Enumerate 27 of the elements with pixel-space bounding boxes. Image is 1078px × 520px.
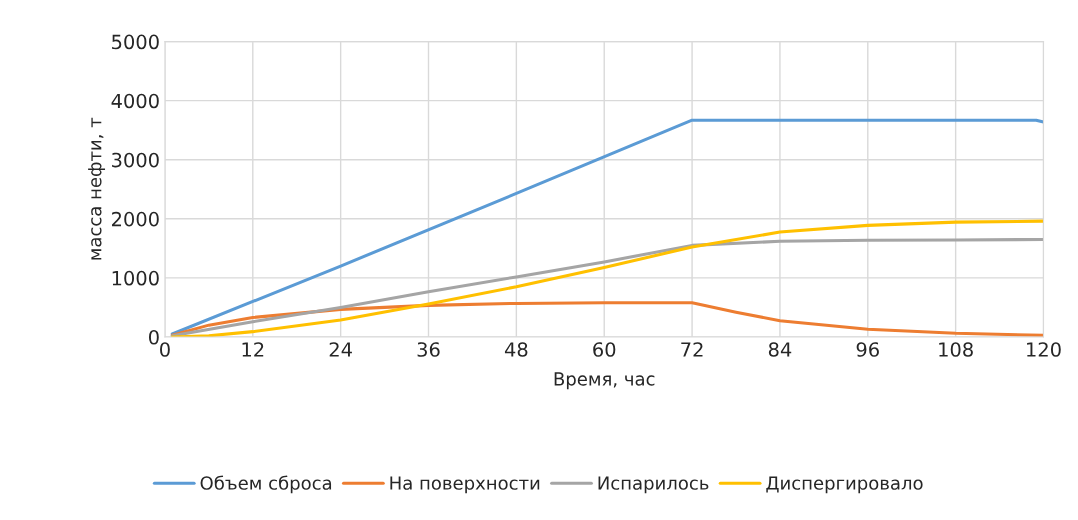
legend-label: Испарилось bbox=[598, 476, 709, 494]
line-series bbox=[170, 237, 1044, 337]
x-tick-label: 108 bbox=[939, 342, 973, 357]
y-tick-label: 4000 bbox=[111, 93, 159, 109]
x-tick-label: 12 bbox=[242, 342, 264, 357]
legend-label: Объем сброса bbox=[200, 475, 332, 494]
y-tick-label: 3000 bbox=[112, 152, 159, 168]
x-tick-label: 0 bbox=[160, 342, 170, 357]
x-tick-label: 24 bbox=[329, 342, 352, 357]
x-axis-title: Время, час bbox=[554, 372, 655, 390]
line-series bbox=[170, 118, 1044, 336]
x-tick-label: 84 bbox=[768, 342, 792, 357]
legend-label: Диспергировало bbox=[766, 476, 923, 494]
y-tick-label: 2000 bbox=[112, 211, 159, 227]
x-tick-label: 60 bbox=[593, 342, 616, 357]
line-series bbox=[170, 219, 1044, 337]
x-tick-label: 96 bbox=[856, 342, 879, 357]
x-tick-label: 120 bbox=[1027, 342, 1061, 357]
x-tick-label: 48 bbox=[504, 342, 528, 357]
y-axis-title: масса нефти, т bbox=[88, 117, 106, 260]
line-series bbox=[170, 301, 1044, 337]
x-tick-label: 36 bbox=[417, 342, 440, 357]
y-tick-label: 1000 bbox=[112, 270, 159, 286]
x-tick-label: 72 bbox=[681, 342, 703, 357]
legend-label: На поверхности bbox=[390, 476, 540, 494]
y-tick-label: 0 bbox=[148, 329, 159, 345]
y-tick-label: 5000 bbox=[112, 34, 159, 50]
